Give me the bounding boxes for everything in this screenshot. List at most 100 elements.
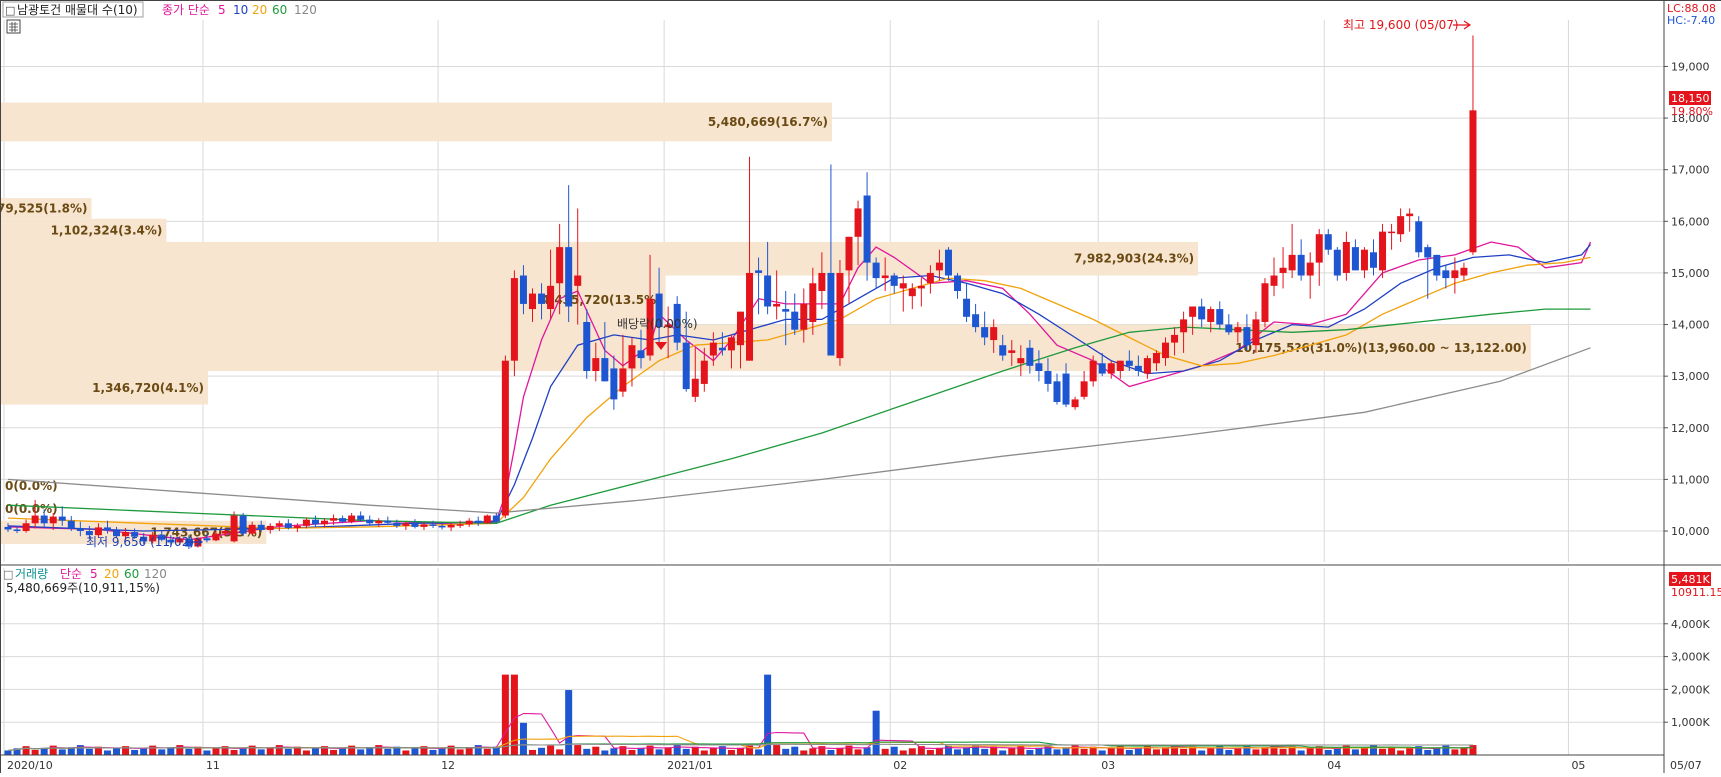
candle-body <box>275 523 283 526</box>
grid-toggle-icon[interactable] <box>6 19 21 34</box>
candle-body <box>1162 342 1170 359</box>
candle-body <box>1017 358 1025 364</box>
candle-body <box>302 519 310 526</box>
header-ma-10: 10 <box>233 3 248 17</box>
candle-body <box>1406 213 1414 217</box>
volume-bar <box>990 746 998 755</box>
candle-body <box>447 524 455 528</box>
candle-body <box>682 342 690 390</box>
volume-bar <box>872 710 880 755</box>
volume-bar <box>981 748 989 755</box>
candle-body <box>1388 231 1396 234</box>
candle-body <box>176 538 184 543</box>
candle-body <box>1062 373 1070 405</box>
volume-bar <box>474 745 482 755</box>
volume-bar <box>601 750 609 755</box>
candle-body <box>13 529 21 532</box>
candle-body <box>519 275 527 304</box>
volume-ma-lines <box>7 712 1474 752</box>
candle-body <box>284 523 292 528</box>
x-tick-label: 02 <box>893 759 907 772</box>
volume-bar <box>1252 749 1260 755</box>
candle-body <box>1369 252 1377 268</box>
candle-body <box>4 526 12 530</box>
candle-body <box>899 283 907 289</box>
candle-body <box>393 522 401 526</box>
volume-bars <box>4 674 1477 755</box>
candle-body <box>140 536 148 542</box>
volume-bar <box>1433 747 1441 755</box>
volume-bar <box>755 749 763 755</box>
volume-bar <box>94 746 102 755</box>
volume-bar <box>131 749 139 755</box>
candle-body <box>709 342 717 356</box>
volume-bar <box>538 747 546 755</box>
volume-profile-band <box>0 324 1531 372</box>
x-tick-label: 03 <box>1101 759 1115 772</box>
candle-body <box>1207 309 1215 322</box>
annotations: 최고 19,600 (05/07) 최저 9,650 (11/02) 배당락(0… <box>86 18 1472 549</box>
candle-body <box>1442 270 1450 279</box>
volume-bar <box>836 747 844 755</box>
candle-body <box>1080 381 1088 397</box>
volume-bar <box>1171 745 1179 755</box>
volume-bar <box>1035 747 1043 755</box>
header-square-icon: □ <box>5 4 15 17</box>
volume-bar <box>293 746 301 755</box>
candle-body <box>954 275 962 291</box>
candle-body <box>1333 249 1341 276</box>
volume-bar <box>1026 749 1034 755</box>
candle-body <box>700 360 708 384</box>
candle-body <box>167 539 175 543</box>
volume-bar <box>782 748 790 755</box>
candlesticks <box>4 35 1477 550</box>
volume-bar <box>727 749 735 755</box>
volume-header: □ 거래량 단순 5 20 60 120 5,480,669주(10,911,1… <box>3 567 1721 599</box>
volume-bar <box>1379 748 1387 755</box>
volume-bar <box>1315 746 1323 755</box>
price-tick-label: 18,000 <box>1671 112 1710 125</box>
candle-body <box>1026 347 1034 366</box>
volume-tick-label: 1,000K <box>1671 716 1710 729</box>
candle-body <box>1288 254 1296 271</box>
lc-label: LC:88.08 <box>1667 2 1716 15</box>
candle-body <box>926 272 934 284</box>
x-tick-label: 12 <box>441 759 455 772</box>
candle-body <box>203 538 211 541</box>
candle-body <box>266 525 274 530</box>
volume-bar <box>1270 745 1278 755</box>
volume-profile-band <box>0 102 832 142</box>
price-tick-label: 16,000 <box>1671 215 1710 228</box>
candle-body <box>31 515 39 524</box>
candle-body <box>85 531 93 536</box>
volume-bar <box>158 749 166 755</box>
price-tick-label: 13,000 <box>1671 370 1710 383</box>
volume-bar <box>339 747 347 755</box>
price-tick-label: 14,000 <box>1671 319 1710 332</box>
candle-body <box>1044 371 1052 384</box>
volume-ma-label: 단순 <box>60 567 82 581</box>
volume-bar <box>1442 745 1450 755</box>
dividend-marker-icon <box>655 342 667 350</box>
candle-body <box>691 378 699 397</box>
candle-body <box>1252 319 1260 346</box>
volume-bar <box>1080 748 1088 755</box>
candle-body <box>357 515 365 520</box>
volume-bar <box>1098 750 1106 755</box>
candle-body <box>863 195 871 263</box>
volume-bar <box>49 745 57 755</box>
volume-bar <box>1406 748 1414 755</box>
indicator-tab[interactable] <box>2 1 144 18</box>
volume-bar <box>438 747 446 755</box>
candle-body <box>1053 381 1061 402</box>
volume-bar <box>764 674 772 755</box>
candle-body <box>773 303 781 307</box>
volume-bar <box>40 747 48 755</box>
candle-body <box>565 247 573 307</box>
header-ma-label: 종가 단순 <box>162 3 210 17</box>
volume-bar <box>890 746 898 755</box>
header-ma-60: 60 <box>272 3 287 17</box>
candle-body <box>1297 254 1305 276</box>
price-tick-label: 12,000 <box>1671 422 1710 435</box>
candle-body <box>339 518 347 522</box>
